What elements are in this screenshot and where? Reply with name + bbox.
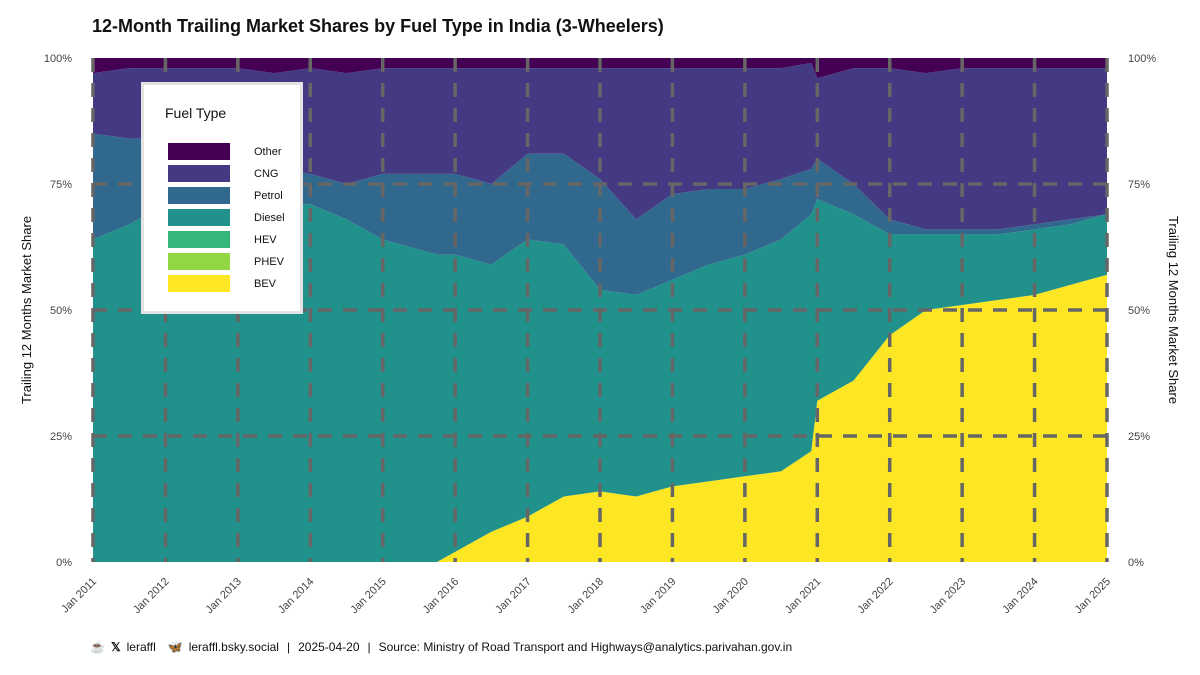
footer-date: 2025-04-20 (298, 640, 360, 654)
y-tick-label: 75% (50, 179, 72, 191)
x-tick-label: Jan 2015 (348, 576, 388, 616)
legend-label: Petrol (254, 189, 283, 202)
legend-swatch (168, 275, 230, 292)
legend-label: HEV (254, 233, 277, 246)
y-tick-label-right: 75% (1128, 179, 1150, 191)
y-axis-label-right: Trailing 12 Months Market Share (1166, 216, 1181, 404)
legend-entry-hev: HEV (168, 231, 277, 248)
x-tick-label: Jan 2022 (855, 576, 895, 616)
y-axis-right: 0% 25% 50% 75% 100% (1128, 53, 1156, 569)
footer-source: Source: Ministry of Road Transport and H… (378, 640, 793, 654)
y-axis-left: 0% 25% 50% 75% 100% (44, 53, 72, 569)
x-tick-label: Jan 2024 (1000, 576, 1040, 616)
legend-swatch (168, 165, 230, 182)
x-tick-label: Jan 2021 (783, 576, 823, 616)
x-tick-label: Jan 2013 (203, 576, 243, 616)
legend-label: PHEV (254, 255, 284, 268)
legend-label: Other (254, 145, 282, 158)
legend-label: BEV (254, 277, 277, 290)
y-tick-label-right: 0% (1128, 557, 1144, 569)
legend-swatch (168, 143, 230, 160)
y-tick-label-right: 25% (1128, 431, 1150, 443)
legend-entry-petrol: Petrol (168, 187, 283, 204)
y-tick-label: 25% (50, 431, 72, 443)
x-axis: Jan 2011 Jan 2012 Jan 2013 Jan 2014 Jan 2015… (59, 576, 1113, 616)
legend-swatch (168, 209, 230, 226)
legend-entry-other: Other (168, 143, 282, 160)
y-tick-label: 100% (44, 53, 72, 65)
legend-label: CNG (254, 167, 279, 180)
legend-swatch (168, 187, 230, 204)
y-axis-label-left: Trailing 12 Months Market Share (19, 216, 34, 404)
x-tick-label: Jan 2012 (131, 576, 171, 616)
x-tick-label: Jan 2020 (710, 576, 750, 616)
y-tick-label: 50% (50, 305, 72, 317)
x-tick-label: Jan 2023 (928, 576, 968, 616)
legend-entry-bev: BEV (168, 275, 276, 292)
legend-swatch (168, 231, 230, 248)
legend-title: Fuel Type (165, 105, 227, 121)
gridlines (91, 58, 1109, 562)
x-logo-icon: 𝕏 (110, 640, 121, 654)
x-tick-label: Jan 2025 (1073, 576, 1113, 616)
y-tick-label-right: 100% (1128, 53, 1156, 65)
x-tick-label: Jan 2019 (638, 576, 678, 616)
x-tick-label: Jan 2017 (493, 576, 533, 616)
area-bev (93, 274, 1107, 562)
legend-label: Diesel (254, 211, 285, 224)
legend-entry-cng: CNG (168, 165, 278, 182)
x-tick-label: Jan 2011 (59, 576, 99, 616)
footer-separator: | (286, 640, 291, 654)
butterfly-icon: 🦋 (167, 640, 183, 654)
coffee-icon: ☕ (90, 640, 105, 654)
x-tick-label: Jan 2014 (276, 576, 316, 616)
y-tick-label-right: 50% (1128, 305, 1150, 317)
area-diesel (93, 194, 1107, 562)
y-tick-label: 0% (56, 557, 72, 569)
legend-swatch (168, 253, 230, 270)
legend: Fuel Type Other CNG Petrol Diesel HEV PHEV BEV (141, 82, 303, 314)
legend-entry-phev: PHEV (168, 253, 284, 270)
bsky-handle: leraffl.bsky.social (188, 640, 279, 654)
x-tick-label: Jan 2018 (566, 576, 606, 616)
chart-title: 12-Month Trailing Market Shares by Fuel … (92, 16, 664, 36)
x-handle: leraffl (126, 640, 156, 654)
footer: ☕ 𝕏 leraffl 🦋 leraffl.bsky.social | 2025… (90, 640, 792, 654)
footer-separator: | (367, 640, 371, 654)
x-tick-label: Jan 2016 (421, 576, 461, 616)
legend-entry-diesel: Diesel (168, 209, 285, 226)
